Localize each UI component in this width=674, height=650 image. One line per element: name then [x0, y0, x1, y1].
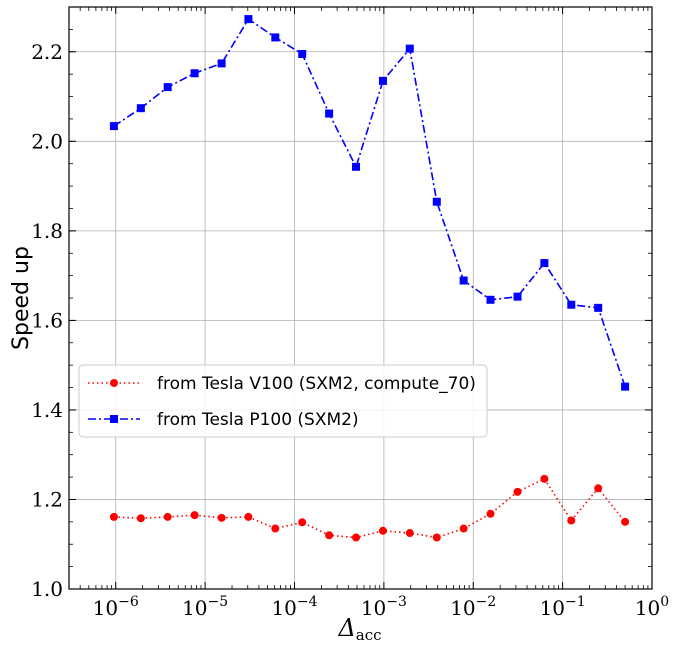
data-point-square [136, 104, 145, 113]
legend-marker-v100 [110, 379, 118, 387]
data-point-circle [136, 514, 145, 523]
x-tick-base: 10 [93, 596, 118, 620]
x-tick-base: 10 [450, 596, 475, 620]
data-point-square [190, 69, 199, 78]
data-point-circle [190, 511, 199, 520]
x-tick-base: 10 [361, 596, 386, 620]
x-tick-exp: 0 [660, 594, 669, 610]
x-tick-exp: −6 [118, 594, 139, 610]
data-point-square [513, 292, 522, 301]
x-tick-label: 10−1 [540, 594, 586, 620]
data-point-square [432, 197, 441, 206]
legend-box [78, 364, 488, 438]
y-tick-label: 1.4 [31, 398, 63, 422]
data-point-circle [298, 518, 307, 527]
data-point-circle [244, 512, 253, 521]
data-point-square [540, 259, 549, 268]
legend-label-p100: from Tesla P100 (SXM2) [157, 410, 359, 430]
x-tick-label: 100 [635, 594, 669, 620]
data-point-square [378, 76, 387, 85]
data-point-square [244, 15, 253, 24]
legend-label-v100: from Tesla V100 (SXM2, compute_70) [157, 374, 476, 394]
x-axis-title-main: Δ [337, 614, 355, 642]
y-tick-label: 1.8 [31, 219, 63, 243]
data-point-circle [325, 531, 334, 540]
legend-marker-p100 [110, 415, 118, 423]
plot-frame [68, 6, 653, 590]
y-tick-label: 1.6 [31, 308, 63, 332]
data-point-square [325, 109, 334, 118]
data-point-circle [405, 529, 414, 538]
data-point-square [594, 303, 603, 312]
data-point-circle [163, 512, 172, 521]
data-point-square [459, 276, 468, 285]
axis-ticks: 10−6 10−5 10−4 10−3 10−2 10−1 1001.01.21.41.61… [31, 6, 669, 620]
legend: from Tesla V100 (SXM2, compute_70) from … [78, 364, 488, 438]
x-tick-exp: −5 [208, 594, 229, 610]
x-axis-title-sub: acc [356, 626, 382, 644]
x-tick-exp: −4 [297, 594, 318, 610]
x-tick-label: 10−2 [450, 594, 496, 620]
data-point-circle [352, 533, 361, 542]
x-tick-exp: −1 [565, 594, 586, 610]
data-point-circle [378, 526, 387, 535]
data-point-circle [567, 516, 576, 525]
x-tick-base: 10 [182, 596, 207, 620]
x-tick-base: 10 [540, 596, 565, 620]
data-point-circle [621, 517, 630, 526]
x-tick-label: 10−4 [271, 594, 317, 620]
x-tick-exp: −3 [386, 594, 407, 610]
data-point-circle [594, 484, 603, 493]
data-point-circle [540, 474, 549, 483]
data-point-square [109, 122, 118, 131]
data-point-square [271, 33, 280, 42]
data-point-square [486, 295, 495, 304]
y-tick-label: 1.2 [31, 487, 63, 511]
data-point-circle [513, 487, 522, 496]
series-line-1 [113, 477, 626, 539]
data-point-square [405, 44, 414, 53]
data-point-square [621, 382, 630, 391]
y-tick-label: 2.2 [31, 40, 63, 64]
x-tick-base: 10 [271, 596, 296, 620]
data-point-circle [459, 524, 468, 533]
y-tick-label: 2.0 [31, 129, 63, 153]
data-point-square [567, 300, 576, 309]
y-tick-label: 1.0 [31, 577, 63, 601]
data-point-square [352, 162, 361, 171]
x-axis-title: Δacc [337, 614, 381, 644]
data-point-square [217, 59, 226, 68]
data-point-circle [486, 509, 495, 518]
x-tick-exp: −2 [476, 594, 497, 610]
series-group [109, 15, 630, 542]
series-line-0 [113, 17, 626, 387]
data-point-circle [432, 533, 441, 542]
data-point-circle [217, 513, 226, 522]
data-point-circle [271, 524, 280, 533]
y-axis-title: Speed up [9, 246, 34, 350]
x-tick-label: 10−5 [182, 594, 228, 620]
data-point-square [163, 83, 172, 92]
data-point-square [298, 50, 307, 59]
grid-lines [69, 7, 652, 589]
x-tick-label: 10−3 [361, 594, 407, 620]
x-tick-label: 10−6 [93, 594, 139, 620]
data-point-circle [109, 512, 118, 521]
x-tick-base: 10 [635, 596, 660, 620]
